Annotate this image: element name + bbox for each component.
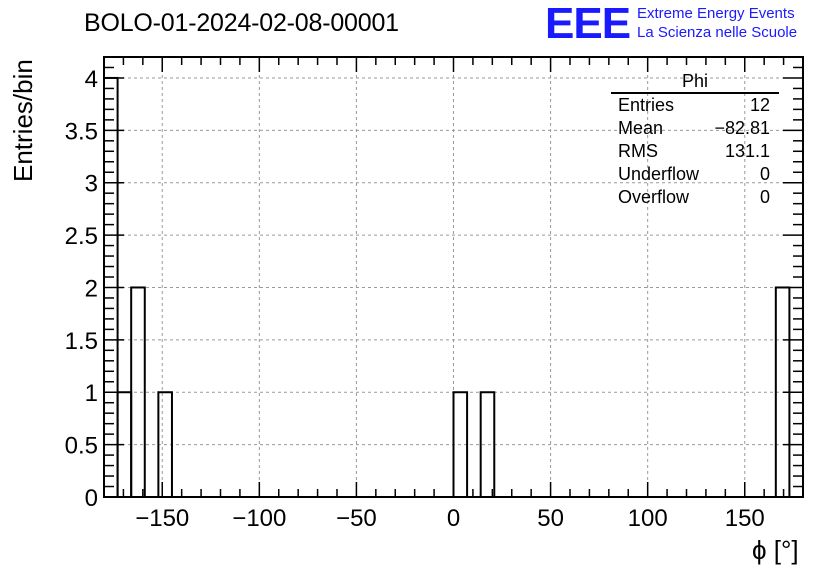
logo-text-line2: La Scienza nelle Scuole (637, 24, 798, 41)
eee-logo-mark: EEE (545, 0, 631, 48)
y-axis-label-wrap: Entries/bin (8, 59, 38, 192)
stats-label: RMS (618, 141, 658, 161)
x-tick-label: −100 (232, 505, 286, 532)
y-tick-label: 1 (85, 380, 98, 407)
stats-value: 12 (749, 95, 770, 115)
x-tick-label: 50 (537, 505, 564, 532)
stats-value: 131.1 (724, 141, 770, 161)
y-tick-label: 0.5 (65, 433, 98, 460)
stats-value: 0 (759, 187, 770, 207)
stats-row-overflow: Overflow 0 (611, 186, 779, 209)
stats-value: 0 (759, 164, 770, 184)
stats-header: Phi (611, 71, 779, 94)
x-tick-label: −50 (336, 505, 377, 532)
stats-label: Mean (618, 118, 664, 138)
x-tick-label: 150 (725, 505, 765, 532)
y-tick-label: 3.5 (65, 118, 98, 145)
stats-box: Phi Entries 12 Mean −82.81 RMS 131.1 Und… (611, 71, 779, 209)
y-tick-label: 2.5 (65, 223, 98, 250)
x-tick-label: −150 (135, 505, 189, 532)
stats-row-rms: RMS 131.1 (611, 140, 779, 163)
y-tick-label: 3 (85, 171, 98, 198)
y-axis-label: Entries/bin (8, 59, 38, 182)
y-tick-label: 2 (85, 275, 98, 302)
y-tick-label: 4 (85, 66, 98, 93)
x-tick-label: 0 (447, 505, 460, 532)
stats-row-entries: Entries 12 (611, 94, 779, 117)
stats-label: Entries (618, 95, 675, 115)
logo-text-line1: Extreme Energy Events (637, 5, 795, 22)
stats-value: −82.81 (714, 118, 770, 138)
stats-label: Overflow (618, 187, 690, 207)
plot-title: BOLO-01-2024-02-08-00001 (84, 9, 399, 37)
stats-row-mean: Mean −82.81 (611, 117, 779, 140)
stats-label: Underflow (618, 164, 700, 184)
y-tick-label: 1.5 (65, 328, 98, 355)
x-tick-label: 100 (628, 505, 668, 532)
x-axis-label: ϕ [°] (752, 535, 799, 565)
y-tick-label: 0 (85, 485, 98, 512)
stats-row-underflow: Underflow 0 (611, 163, 779, 186)
